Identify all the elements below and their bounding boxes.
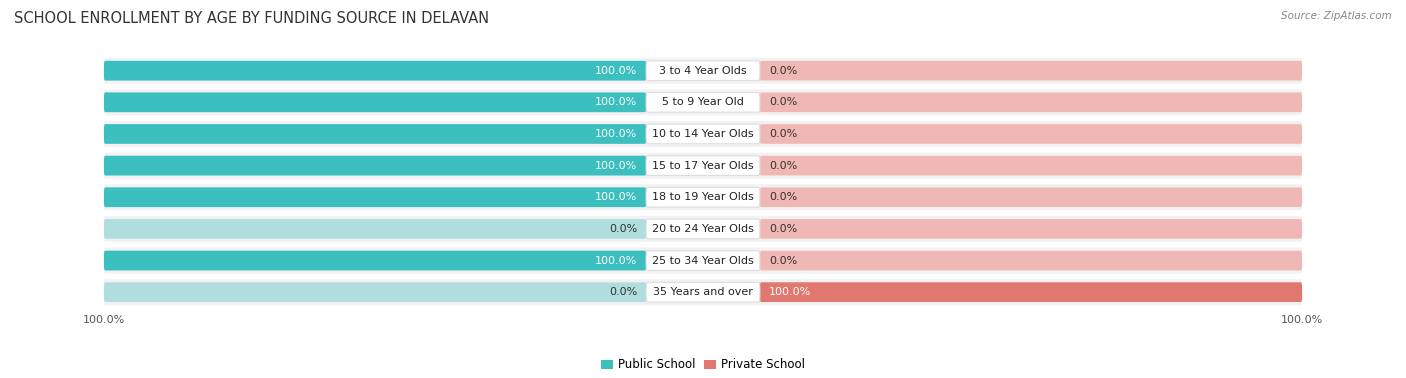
FancyBboxPatch shape [759,251,1302,270]
Text: 100.0%: 100.0% [595,256,637,266]
Text: 0.0%: 0.0% [769,192,797,202]
FancyBboxPatch shape [647,187,759,207]
Text: 5 to 9 Year Old: 5 to 9 Year Old [662,97,744,107]
Text: 0.0%: 0.0% [769,129,797,139]
FancyBboxPatch shape [104,279,1302,305]
Text: 100.0%: 100.0% [769,287,811,297]
FancyBboxPatch shape [647,61,759,81]
Text: 0.0%: 0.0% [769,161,797,170]
Text: 100.0%: 100.0% [595,192,637,202]
FancyBboxPatch shape [759,282,1302,302]
FancyBboxPatch shape [759,282,1302,302]
Text: 10 to 14 Year Olds: 10 to 14 Year Olds [652,129,754,139]
FancyBboxPatch shape [104,282,647,302]
FancyBboxPatch shape [104,156,647,175]
FancyBboxPatch shape [104,251,647,270]
FancyBboxPatch shape [647,282,759,302]
FancyBboxPatch shape [104,93,647,112]
FancyBboxPatch shape [647,124,759,144]
Text: 0.0%: 0.0% [769,256,797,266]
Text: 0.0%: 0.0% [769,66,797,76]
FancyBboxPatch shape [104,89,1302,115]
Text: 0.0%: 0.0% [609,287,637,297]
Legend: Public School, Private School: Public School, Private School [600,358,806,372]
Text: 25 to 34 Year Olds: 25 to 34 Year Olds [652,256,754,266]
FancyBboxPatch shape [104,61,647,81]
FancyBboxPatch shape [759,93,1302,112]
Text: 100.0%: 100.0% [595,161,637,170]
FancyBboxPatch shape [759,124,1302,144]
Text: 100.0%: 100.0% [83,315,125,325]
FancyBboxPatch shape [759,156,1302,175]
FancyBboxPatch shape [104,216,1302,242]
FancyBboxPatch shape [104,219,647,239]
FancyBboxPatch shape [104,124,647,144]
FancyBboxPatch shape [759,219,1302,239]
Text: 100.0%: 100.0% [1281,315,1323,325]
FancyBboxPatch shape [647,251,759,270]
FancyBboxPatch shape [104,58,1302,84]
FancyBboxPatch shape [104,93,647,112]
FancyBboxPatch shape [104,121,1302,147]
Text: 35 Years and over: 35 Years and over [652,287,754,297]
Text: 0.0%: 0.0% [769,97,797,107]
Text: SCHOOL ENROLLMENT BY AGE BY FUNDING SOURCE IN DELAVAN: SCHOOL ENROLLMENT BY AGE BY FUNDING SOUR… [14,11,489,26]
FancyBboxPatch shape [104,187,647,207]
FancyBboxPatch shape [647,93,759,112]
FancyBboxPatch shape [104,187,647,207]
FancyBboxPatch shape [104,153,1302,178]
FancyBboxPatch shape [759,187,1302,207]
Text: 100.0%: 100.0% [595,129,637,139]
Text: 0.0%: 0.0% [769,224,797,234]
FancyBboxPatch shape [104,124,647,144]
Text: Source: ZipAtlas.com: Source: ZipAtlas.com [1281,11,1392,21]
FancyBboxPatch shape [104,156,647,175]
FancyBboxPatch shape [759,61,1302,81]
Text: 100.0%: 100.0% [595,97,637,107]
Text: 0.0%: 0.0% [609,224,637,234]
FancyBboxPatch shape [647,156,759,175]
Text: 18 to 19 Year Olds: 18 to 19 Year Olds [652,192,754,202]
Text: 100.0%: 100.0% [595,66,637,76]
Text: 15 to 17 Year Olds: 15 to 17 Year Olds [652,161,754,170]
Text: 3 to 4 Year Olds: 3 to 4 Year Olds [659,66,747,76]
Text: 20 to 24 Year Olds: 20 to 24 Year Olds [652,224,754,234]
FancyBboxPatch shape [647,219,759,239]
FancyBboxPatch shape [104,251,647,270]
FancyBboxPatch shape [104,248,1302,274]
FancyBboxPatch shape [104,61,647,81]
FancyBboxPatch shape [104,184,1302,210]
